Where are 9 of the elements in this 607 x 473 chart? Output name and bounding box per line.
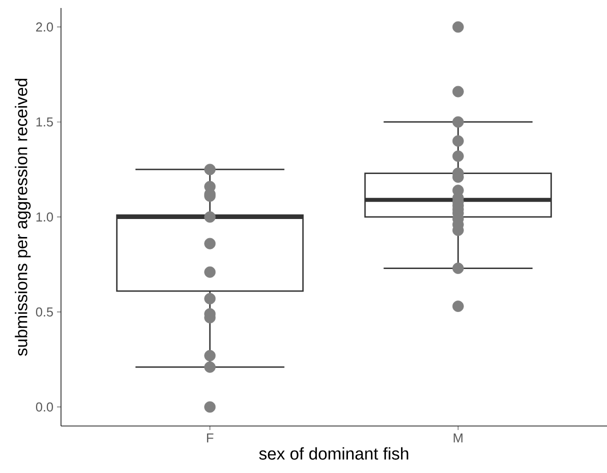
y-tick-label: 1.5 [36,117,53,126]
x-tick-label: F [207,434,214,442]
y-tick-label: 0.0 [36,402,53,412]
y-tick-label: 0.5 [36,307,53,317]
x-axis-title: sex of dominant fish [259,447,408,460]
y-axis-title: submissions per aggression received [14,78,31,356]
x-tick-label: M [454,434,462,442]
y-tick-label: 2.0 [36,22,53,32]
y-tick-label: 1.0 [36,212,53,222]
